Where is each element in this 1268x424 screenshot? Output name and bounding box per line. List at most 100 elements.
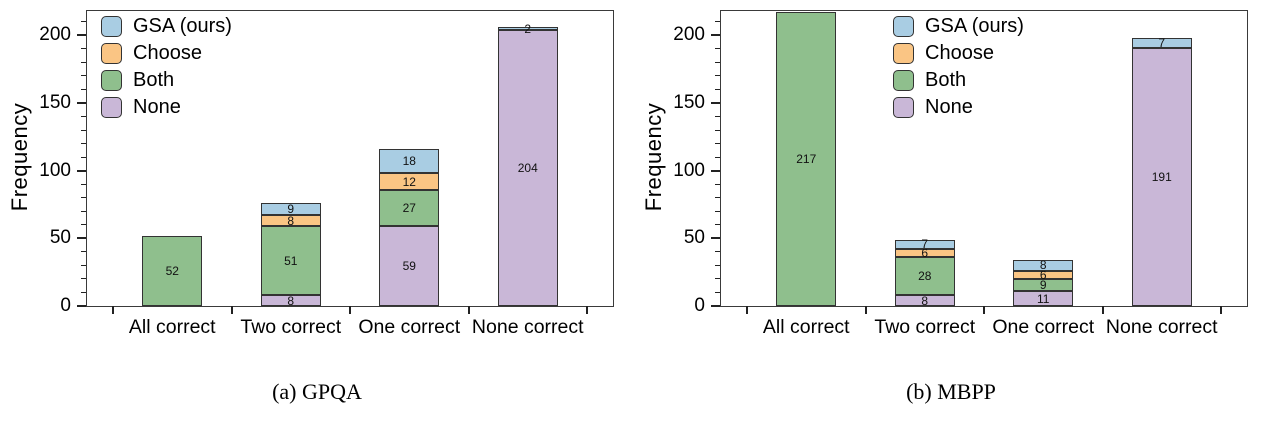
chart-gpqa: Frequency 0 50 100 150 200 All correct Two cor… [7,10,614,404]
bar-value-label: 59 [402,259,416,274]
legend-swatch-icon [101,16,122,37]
y-minor-tick [715,210,720,212]
legend-item: GSA (ours) [101,16,232,37]
legend-label: None [133,96,181,118]
y-tick-label: 150 [39,92,71,114]
x-tick [586,306,588,314]
x-tick [230,306,233,314]
bar-value-label: 191 [1151,169,1172,184]
y-minor-tick [81,75,86,77]
y-tick-label: 200 [673,24,705,46]
bar-segment: 8 [260,295,321,307]
legend-label: Both [925,69,967,91]
y-minor-tick [715,264,720,266]
y-minor-tick [81,264,86,266]
y-minor-tick [715,21,720,23]
legend: GSA (ours) Choose Both None [893,16,1024,118]
y-tick-label: 100 [39,159,71,181]
legend-item: Both [893,70,1024,91]
bar-segment: 59 [379,226,440,306]
y-tick-label: 0 [60,295,71,316]
y-minor-tick [81,291,86,293]
legend-swatch-icon [893,70,914,91]
bar-value-label: 217 [796,152,817,167]
x-tick [746,306,748,314]
y-minor-tick [715,197,720,199]
y-minor-tick [715,291,720,293]
bar-segment: 7 [894,238,955,250]
y-axis-label: Frequency [7,102,32,212]
y-tick-label: 200 [39,24,71,46]
y-minor-tick [81,48,86,50]
bar-value-label: 2 [524,21,532,36]
bar-segment: 51 [260,226,321,296]
bar-value-label: 9 [287,202,295,217]
legend-item: Choose [893,43,1024,64]
x-tick [864,306,867,314]
y-minor-tick [81,116,86,118]
bar-segment: 9 [1013,278,1074,292]
y-minor-tick [81,61,86,63]
legend-label: GSA (ours) [925,15,1024,37]
y-major-tick [77,34,86,37]
legend-label: None [925,96,973,118]
y-minor-tick [715,129,720,131]
x-category-label: One correct [358,316,461,338]
x-category-label: One correct [992,316,1095,338]
bar-segment: 9 [260,202,321,217]
y-minor-tick [81,224,86,226]
legend-item: None [893,97,1024,118]
y-minor-tick [715,156,720,158]
x-category-label: All correct [762,316,850,338]
legend-item: Choose [101,43,232,64]
bar-value-label: 27 [402,200,416,215]
y-minor-tick [715,48,720,50]
bar-segment: 217 [776,12,837,306]
x-tick [983,306,985,314]
bar-segment: 7 [1131,35,1192,50]
legend-label: Both [133,69,175,91]
y-major-tick [711,169,720,172]
x-tick [112,306,114,314]
x-category-label: Two correct [874,316,976,338]
y-tick-label: 50 [683,227,705,249]
bar-segment: 8 [894,293,955,308]
y-minor-tick [81,197,86,199]
y-minor-tick [715,61,720,63]
y-minor-tick [715,224,720,226]
bar-value-label: 204 [517,160,538,175]
y-minor-tick [81,88,86,90]
y-minor-tick [81,278,86,280]
bar-segment: 8 [260,215,321,227]
y-minor-tick [81,183,86,185]
y-tick-label: 150 [673,92,705,114]
bar-segment: 8 [1013,259,1074,271]
bar-segment: 52 [142,235,203,306]
bar-segment: 2 [497,23,558,35]
legend-item: None [101,97,232,118]
legend-label: GSA (ours) [133,15,232,37]
x-category-label: None correct [1105,316,1218,338]
bar-value-label: 52 [165,263,179,278]
bar-segment: 11 [1013,291,1074,306]
y-axis-label: Frequency [641,102,666,212]
x-tick [1220,306,1222,314]
y-minor-tick [715,278,720,280]
y-major-tick [711,237,720,240]
y-minor-tick [715,251,720,253]
bar-segment: 18 [379,149,440,174]
bar-value-label: 6 [921,246,929,261]
x-category-label: Two correct [240,316,342,338]
bar-value-label: 7 [1158,35,1166,50]
y-minor-tick [81,143,86,145]
y-major-tick [711,34,720,37]
plot-area: 0 50 100 150 200 All correct Two correct One co… [39,10,614,338]
y-tick-label: 0 [694,295,705,316]
y-tick-label: 50 [49,227,71,249]
bar-segment: 6 [1013,269,1074,281]
y-minor-tick [81,156,86,158]
legend-label: Choose [925,42,994,64]
bar-value-label: 8 [921,293,929,308]
plot-area: 0 50 100 150 200 All correct Two correct One co… [673,10,1248,338]
